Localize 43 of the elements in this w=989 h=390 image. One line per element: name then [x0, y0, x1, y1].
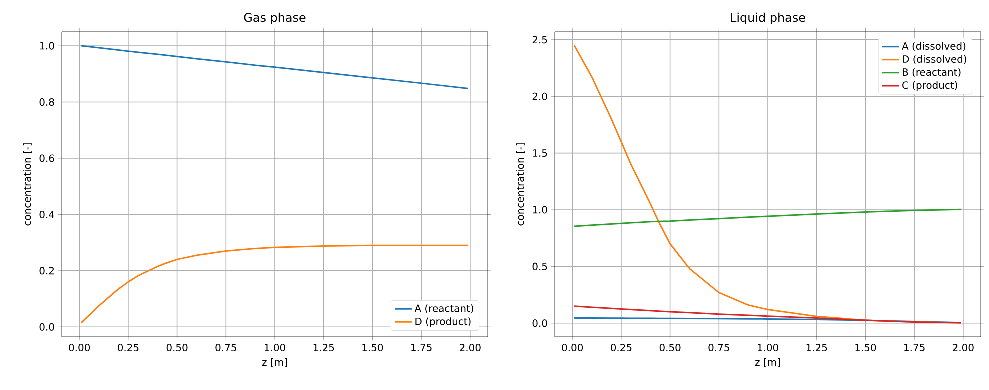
y-tick-label: 1.0: [533, 206, 548, 214]
y-tick-label: 0.4: [40, 210, 54, 218]
x-axis-title: z [m]: [262, 358, 288, 368]
x-tick-label: 0.75: [708, 344, 730, 352]
legend-label: A (reactant): [414, 304, 474, 314]
y-tick-label: 0.8: [40, 98, 54, 106]
y-tick-label: 2.0: [532, 92, 548, 100]
y-tick-label: 1.0: [40, 42, 54, 50]
y-tick-label: 0.5: [532, 262, 548, 270]
legend-label: A (dissolved): [902, 42, 966, 52]
x-tick-label: 1.50: [362, 344, 384, 352]
y-tick-label: 1.5: [533, 150, 548, 158]
x-tick-label: 1.50: [856, 344, 876, 352]
y-axis-title: concentration [-]: [23, 144, 32, 226]
y-tick-label: 0.2: [40, 267, 54, 275]
x-tick-label: 0.25: [611, 344, 632, 352]
x-tick-label: 1.75: [412, 344, 432, 352]
y-tick-label: 0.6: [40, 154, 54, 162]
x-tick-label: 1.00: [265, 344, 286, 352]
legend-label: D (product): [416, 318, 471, 328]
legend-label: C (product): [902, 81, 958, 92]
x-tick-label: 0.00: [69, 344, 90, 352]
x-tick-label: 2.00: [460, 344, 481, 352]
chart-title: Gas phase: [244, 12, 306, 24]
x-axis-title: z [m]: [755, 358, 780, 368]
x-tick-label: 1.25: [314, 344, 334, 352]
chart-title: Liquid phase: [731, 12, 806, 24]
x-tick-label: 1.75: [904, 344, 925, 352]
x-tick-label: 0.50: [166, 344, 188, 352]
x-tick-label: 0.75: [216, 344, 236, 352]
legend-label: B (reactant): [902, 68, 961, 78]
y-tick-label: 0.0: [532, 320, 548, 328]
x-tick-label: 0.25: [118, 344, 139, 352]
y-axis-title: concentration [-]: [516, 144, 526, 226]
x-tick-label: 0.00: [562, 344, 584, 352]
y-tick-label: 0.0: [40, 323, 54, 331]
x-tick-label: 2.00: [953, 344, 974, 352]
x-tick-label: 1.00: [758, 344, 778, 352]
x-tick-label: 1.25: [806, 344, 828, 352]
y-tick-label: 2.5: [532, 36, 548, 44]
legend-label: D (dissolved): [902, 55, 966, 64]
x-tick-label: 0.50: [660, 344, 681, 352]
line-series: [574, 306, 962, 324]
